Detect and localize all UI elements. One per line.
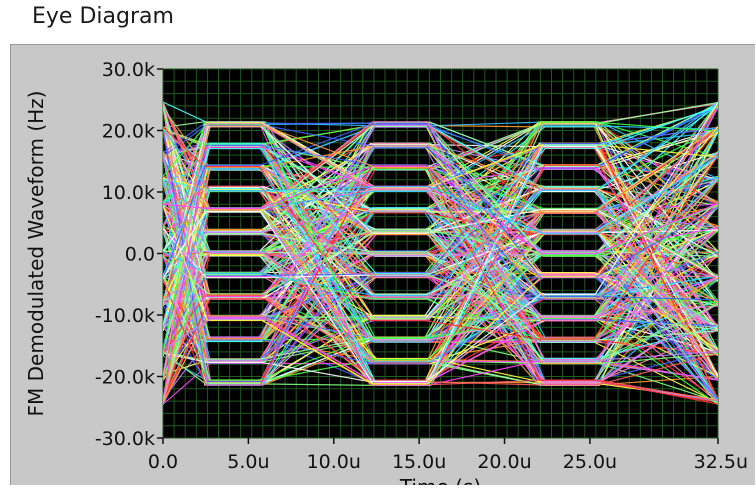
x-tick-label: 0.0 [148,451,178,473]
x-tick-label: 15.0u [392,451,446,473]
trace-line [163,165,718,255]
x-tick-label: 32.5u [694,451,748,473]
trace-line [163,123,718,361]
y-tick-label: 30.0k [102,59,155,81]
trace-line [163,126,718,385]
y-tick-label: -20.0k [95,367,155,389]
y-tick-label: -30.0k [95,428,155,450]
trace-line [163,164,718,402]
x-tick-label: 25.0u [563,451,617,473]
trace-line [163,105,718,356]
chart-title: Eye Diagram [32,4,174,29]
trace-line [163,126,718,355]
trace-line [163,144,718,305]
y-tick-label: -10.0k [95,305,155,327]
trace-line [163,107,718,383]
y-tick-label: 0.0 [125,244,155,266]
trace-line [163,103,718,304]
trace-line [163,151,718,400]
x-tick-label: 10.0u [307,451,361,473]
graph-panel: 30.0k 20.0k 10.0k 0.0 -10.0k -20.0k -30.0k 0.0 5… [10,44,755,485]
trace-line [163,145,718,404]
trace-line [163,128,718,235]
x-tick-label: 20.0u [477,451,531,473]
y-axis-label: FM Demodulated Waveform (Hz) [24,91,48,417]
trace-line [163,124,718,361]
trace-line [163,233,718,403]
y-tick-label: 20.0k [102,121,155,143]
trace-line [163,210,718,329]
trace-line [163,105,718,279]
x-tick-label: 5.0u [227,451,269,473]
trace-line [163,102,718,296]
trace-line [163,233,718,365]
trace-line [163,121,718,355]
trace-line [163,122,718,362]
trace-line [163,123,718,381]
x-axis-label: Time (s) [399,475,481,485]
trace-line [163,102,718,383]
trace-layer [163,101,718,406]
y-tick-label: 10.0k [102,182,155,204]
trace-line [163,126,718,340]
